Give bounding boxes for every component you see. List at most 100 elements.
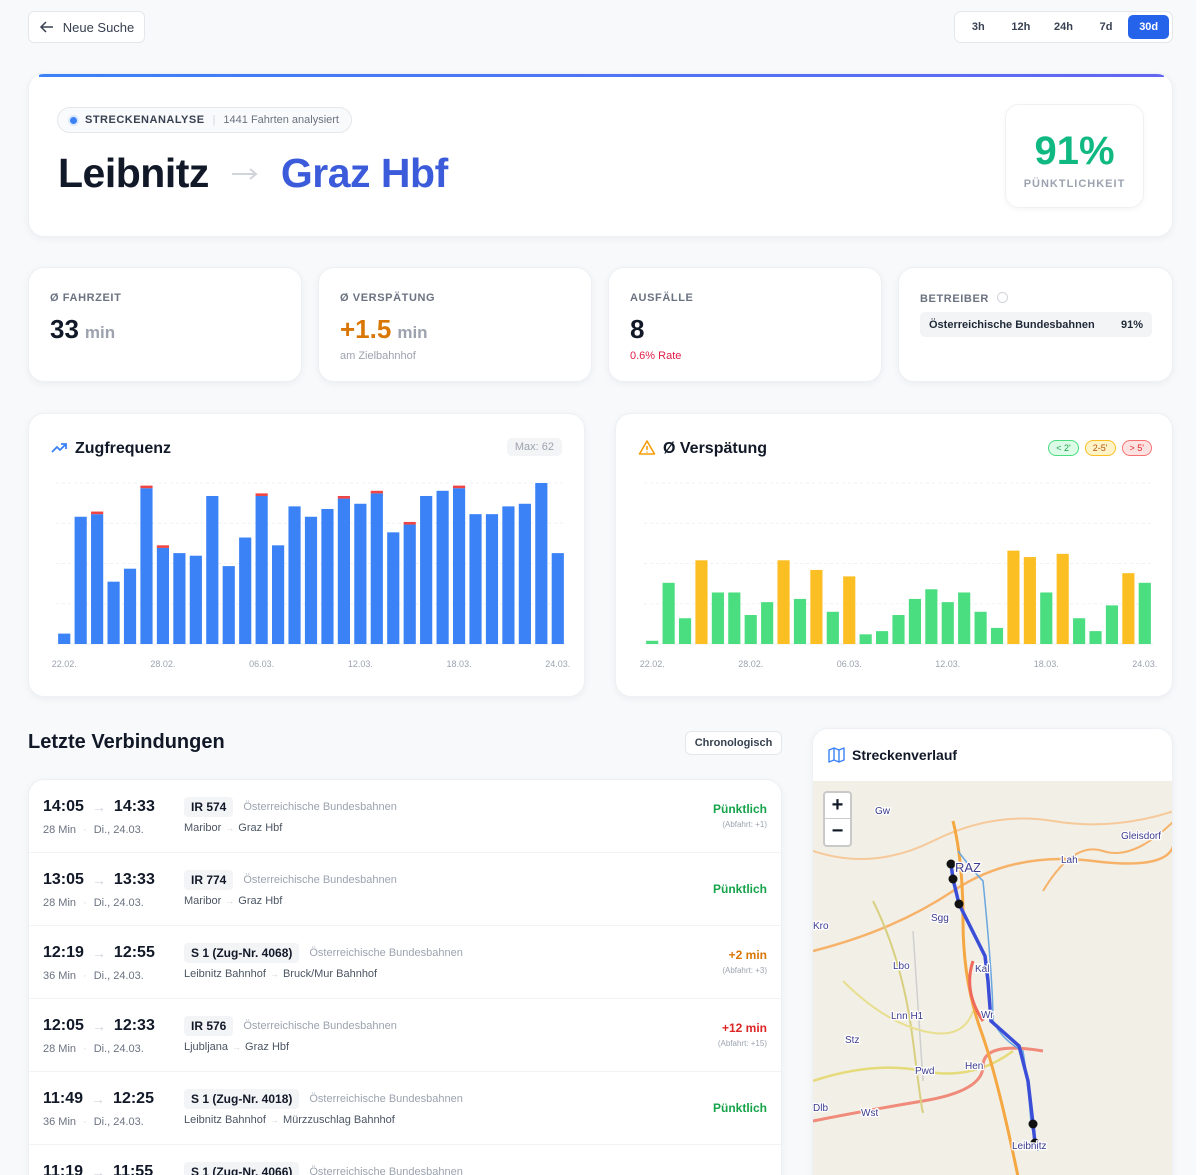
train: IR 576: [184, 1016, 234, 1036]
bar: [255, 495, 268, 644]
connection-row[interactable]: 13:05 → 13:33 28 Min · Di., 24.03. IR 774 Öster…: [29, 853, 781, 926]
train-line: IR 576 Österreichische Bundesbahnen: [184, 1016, 397, 1036]
range-button[interactable]: 30d: [1128, 15, 1169, 39]
route: Maribor → Graz Hbf: [184, 822, 282, 834]
stat-value-wrap: 33 min: [50, 314, 115, 345]
connection-row[interactable]: 14:05 → 14:33 28 Min · Di., 24.03. IR 574 Öster…: [29, 780, 781, 853]
bar: [826, 611, 839, 644]
bar: [436, 490, 449, 644]
bar: [990, 627, 1004, 644]
range-button[interactable]: 7d: [1099, 21, 1113, 33]
bar: [403, 524, 416, 644]
connection-row[interactable]: 12:05 → 12:33 28 Min · Di., 24.03. IR 576 Öster…: [29, 999, 781, 1072]
stat-label-text: BETREIBER: [920, 293, 989, 305]
bar-cancelled: [156, 545, 170, 548]
back-icon: [39, 21, 53, 33]
stat-note: am Zielbahnhof: [340, 350, 416, 362]
bar-cancelled: [337, 495, 350, 499]
bar: [107, 581, 120, 644]
map: Gw RAZ Lah Sgg Kro Lbo Kal Lnn H1 Wr Stz Pwd Hen Dlb…: [813, 781, 1172, 1175]
map-label: Wst: [861, 1108, 878, 1119]
times: 11:49 → 12:25: [43, 1090, 154, 1108]
stop: [948, 874, 958, 884]
stat-label: AUSFÄLLE: [630, 292, 694, 304]
bar: [140, 488, 153, 644]
meta-dot: ·: [83, 970, 87, 982]
zoom-out[interactable]: −: [831, 820, 844, 842]
bar: [695, 560, 708, 644]
bar: [354, 503, 367, 644]
train-line: S 1 (Zug-Nr. 4068) Österreichische Bundes…: [184, 943, 463, 963]
time-arrow: →: [91, 799, 106, 815]
date: Di., 24.03.: [93, 1043, 144, 1055]
bar: [91, 514, 104, 644]
map-card: Streckenverlauf Gw RAZ Lah Sgg Kro Lbo Kal Lnn …: [812, 728, 1173, 1175]
time-arrow: →: [91, 945, 106, 961]
map-label: RAZ: [955, 860, 981, 875]
bar: [469, 514, 482, 644]
route-origin: Maribor: [184, 822, 222, 834]
range-button[interactable]: 3h: [971, 21, 985, 33]
badge: STRECKENANALYSE | 1441 Fahrten analysier…: [57, 107, 352, 133]
bar: [646, 640, 659, 644]
x-tick-label: 12.03.: [935, 659, 960, 669]
bar: [810, 569, 823, 644]
duration: 36 Min: [43, 970, 77, 982]
date: Di., 24.03.: [93, 897, 144, 909]
meta-dot: ·: [83, 897, 87, 909]
train: S 1 (Zug-Nr. 4018): [184, 1089, 300, 1109]
badge-dot: [70, 116, 77, 124]
status: +2 min: [728, 948, 767, 962]
route-arrow: [231, 167, 258, 180]
range-button[interactable]: 24h: [1054, 21, 1073, 33]
bar: [1023, 557, 1036, 644]
time-arrow: →: [91, 872, 106, 888]
meta-dot: ·: [83, 1043, 87, 1055]
bar: [793, 598, 807, 644]
x-tick-label: 24.03.: [1132, 659, 1157, 669]
stat-label: Ø FAHRZEIT: [50, 292, 122, 304]
map-title: Streckenverlauf: [852, 747, 958, 763]
back-button[interactable]: Neue Suche: [28, 11, 145, 43]
bar: [859, 634, 872, 644]
bar: [288, 506, 301, 644]
stop: [954, 899, 964, 909]
stat-card: Ø VERSPÄTUNG +1.5 min am Zielbahnhof: [318, 267, 592, 382]
map-label: Stz: [845, 1035, 859, 1046]
legend-item: 2-5': [1084, 440, 1116, 456]
map-label: Sgg: [931, 913, 949, 924]
map-label: Pwd: [915, 1066, 934, 1077]
connection-row[interactable]: 12:19 → 12:55 36 Min · Di., 24.03. S 1 (Zug-Nr…: [29, 926, 781, 999]
time-arrow: →: [91, 1164, 106, 1175]
x-tick-label: 12.03.: [348, 659, 373, 669]
route: Leibnitz Bahnhof → Mürzzuschlag Bahnhof: [184, 1114, 395, 1126]
connection-row[interactable]: 11:49 → 12:25 36 Min · Di., 24.03. S 1 (Zug-Nr…: [29, 1072, 781, 1145]
map-label: Kal: [975, 964, 989, 975]
badge-label: STRECKENANALYSE: [85, 114, 205, 126]
bar: [551, 553, 564, 644]
bar: [892, 615, 905, 644]
stop: [1030, 1138, 1040, 1148]
route: Leibnitz Bahnhof → Bruck/Mur Bahnhof: [184, 968, 377, 980]
x-tick-label: 06.03.: [249, 659, 274, 669]
sort-button[interactable]: Chronologisch: [685, 731, 782, 755]
arrival: 11:55: [113, 1163, 154, 1175]
bar: [876, 631, 889, 644]
bar: [535, 483, 548, 644]
range-button[interactable]: 12h: [1011, 21, 1031, 33]
train-line: IR 774 Österreichische Bundesbahnen: [184, 870, 397, 890]
zoom-in[interactable]: +: [825, 793, 850, 819]
punctuality-value: 91%: [1034, 129, 1115, 173]
bar: [485, 514, 499, 644]
map-label: Lah: [1061, 855, 1078, 866]
arrival: 12:33: [113, 1017, 155, 1034]
trip-count: 1441 Fahrten analysiert: [223, 114, 339, 126]
train: IR 574: [184, 797, 234, 817]
bar: [777, 560, 790, 644]
stat-value: +1.5: [340, 314, 392, 344]
operator-share: 91%: [1120, 318, 1143, 331]
map-label: Kro: [813, 921, 829, 932]
route-destination: Graz Hbf: [238, 822, 283, 834]
x-tick-label: 22.02.: [640, 659, 665, 669]
